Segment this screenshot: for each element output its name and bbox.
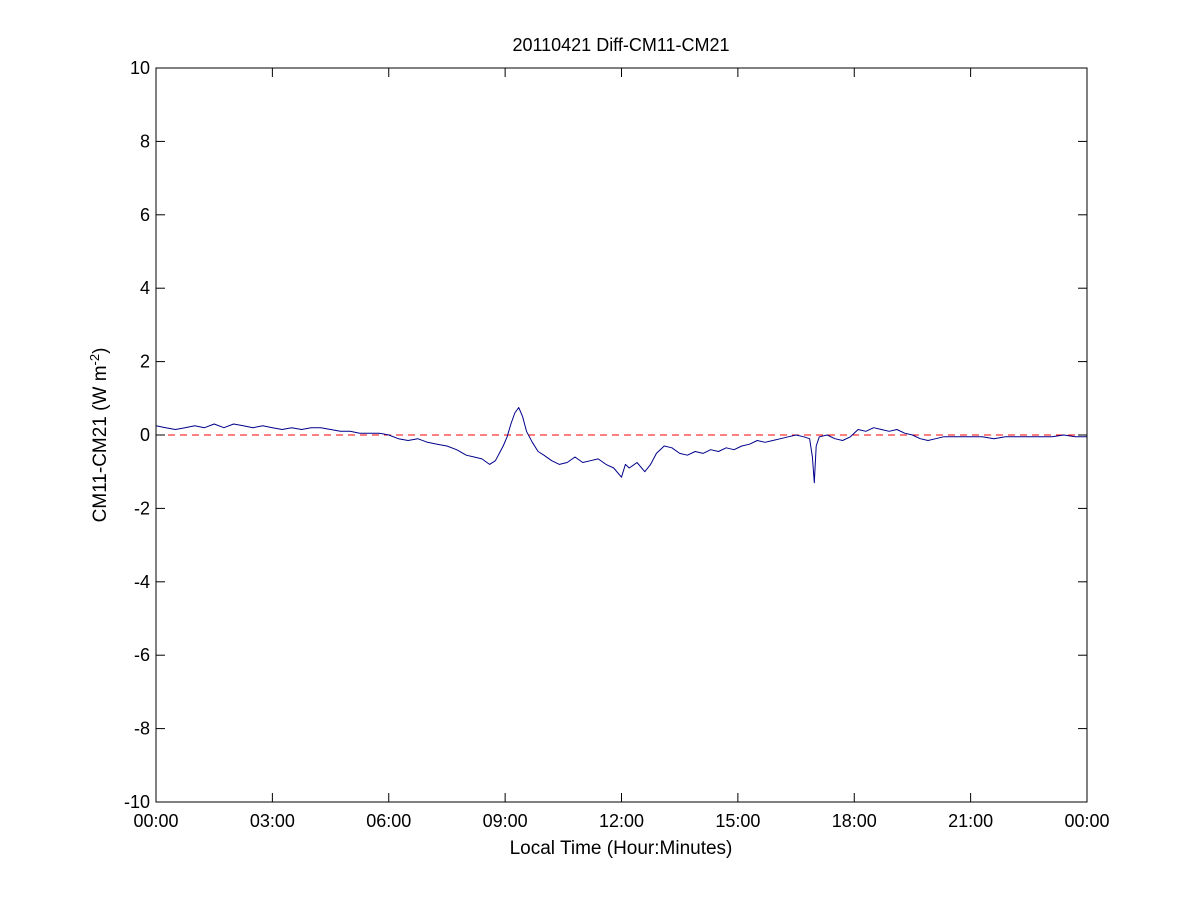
x-axis-label: Local Time (Hour:Minutes) [510, 838, 733, 859]
y-tick-label: 2 [140, 352, 150, 372]
y-tick-label: 4 [140, 278, 150, 298]
series-line [155, 407, 1087, 484]
y-tick-label: -6 [134, 645, 150, 665]
y-tick-label: 6 [140, 205, 150, 225]
y-axis-label-main: CM11-CM21 (W m [90, 365, 111, 522]
y-axis-label-suffix: ) [90, 348, 111, 354]
y-axis-label-superscript: -2 [87, 354, 102, 366]
y-axis-label: CM11-CM21 (W m-2) [87, 348, 112, 523]
y-tick-label: -4 [134, 572, 150, 592]
y-tick-label: -10 [124, 792, 150, 812]
tick-layer: 00:00 03:00 06:00 09:00 12:00 15:00 18:00 21:00… [124, 58, 1110, 831]
x-tick-label: 21:00 [948, 811, 993, 831]
y-tick-label: 0 [140, 425, 150, 445]
x-tick-label: 00:00 [1064, 811, 1109, 831]
x-tick-label: 06:00 [366, 811, 411, 831]
x-tick-label: 09:00 [483, 811, 528, 831]
series-layer [155, 407, 1087, 484]
x-tick-label: 15:00 [715, 811, 760, 831]
x-tick-label: 18:00 [832, 811, 877, 831]
x-tick-label: 12:00 [599, 811, 644, 831]
x-tick-label: 00:00 [133, 811, 178, 831]
y-tick-label: -8 [134, 719, 150, 739]
chart-title: 20110421 Diff-CM11-CM21 [512, 35, 729, 55]
y-tick-label: 10 [130, 58, 150, 78]
plot-area-background [156, 68, 1087, 802]
x-tick-label: 03:00 [250, 811, 295, 831]
y-tick-label: 8 [140, 131, 150, 151]
plot-frame [155, 67, 1088, 803]
y-tick-label: -2 [134, 498, 150, 518]
